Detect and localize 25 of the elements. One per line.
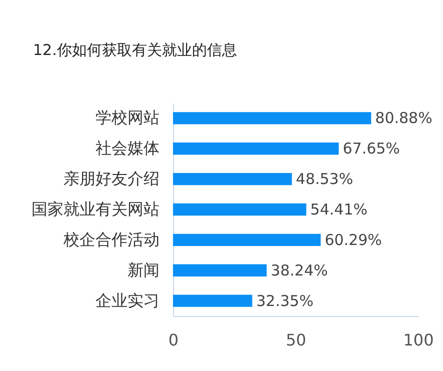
bar xyxy=(173,142,339,155)
bar xyxy=(173,203,306,216)
y-tick-label: 社会媒体 xyxy=(96,138,160,158)
x-tick-label: 100 xyxy=(403,330,434,350)
y-tick-label: 学校网站 xyxy=(96,108,160,128)
data-label: 60.29% xyxy=(324,230,382,249)
bar xyxy=(173,234,321,246)
y-tick-label: 企业实习 xyxy=(96,290,160,310)
data-label: 80.88% xyxy=(375,109,432,128)
x-tick-label: 50 xyxy=(286,330,306,350)
data-label: 38.24% xyxy=(270,261,328,280)
data-label: 54.41% xyxy=(310,200,368,218)
y-tick-label: 亲朋好友介绍 xyxy=(64,169,160,188)
data-label: 32.35% xyxy=(256,292,314,310)
data-label: 48.53% xyxy=(296,170,354,188)
bar xyxy=(173,264,267,276)
y-tick-label: 国家就业有关网站 xyxy=(32,200,160,218)
bar xyxy=(173,112,372,124)
bar xyxy=(173,294,252,307)
y-tick-label: 新闻 xyxy=(128,260,160,280)
chart-title: 12.你如何获取有关就业的信息 xyxy=(33,41,237,59)
y-tick-label: 校企合作活动 xyxy=(62,230,160,249)
bar xyxy=(173,172,292,186)
x-tick-label: 0 xyxy=(168,330,179,350)
data-label: 67.65% xyxy=(342,140,400,158)
